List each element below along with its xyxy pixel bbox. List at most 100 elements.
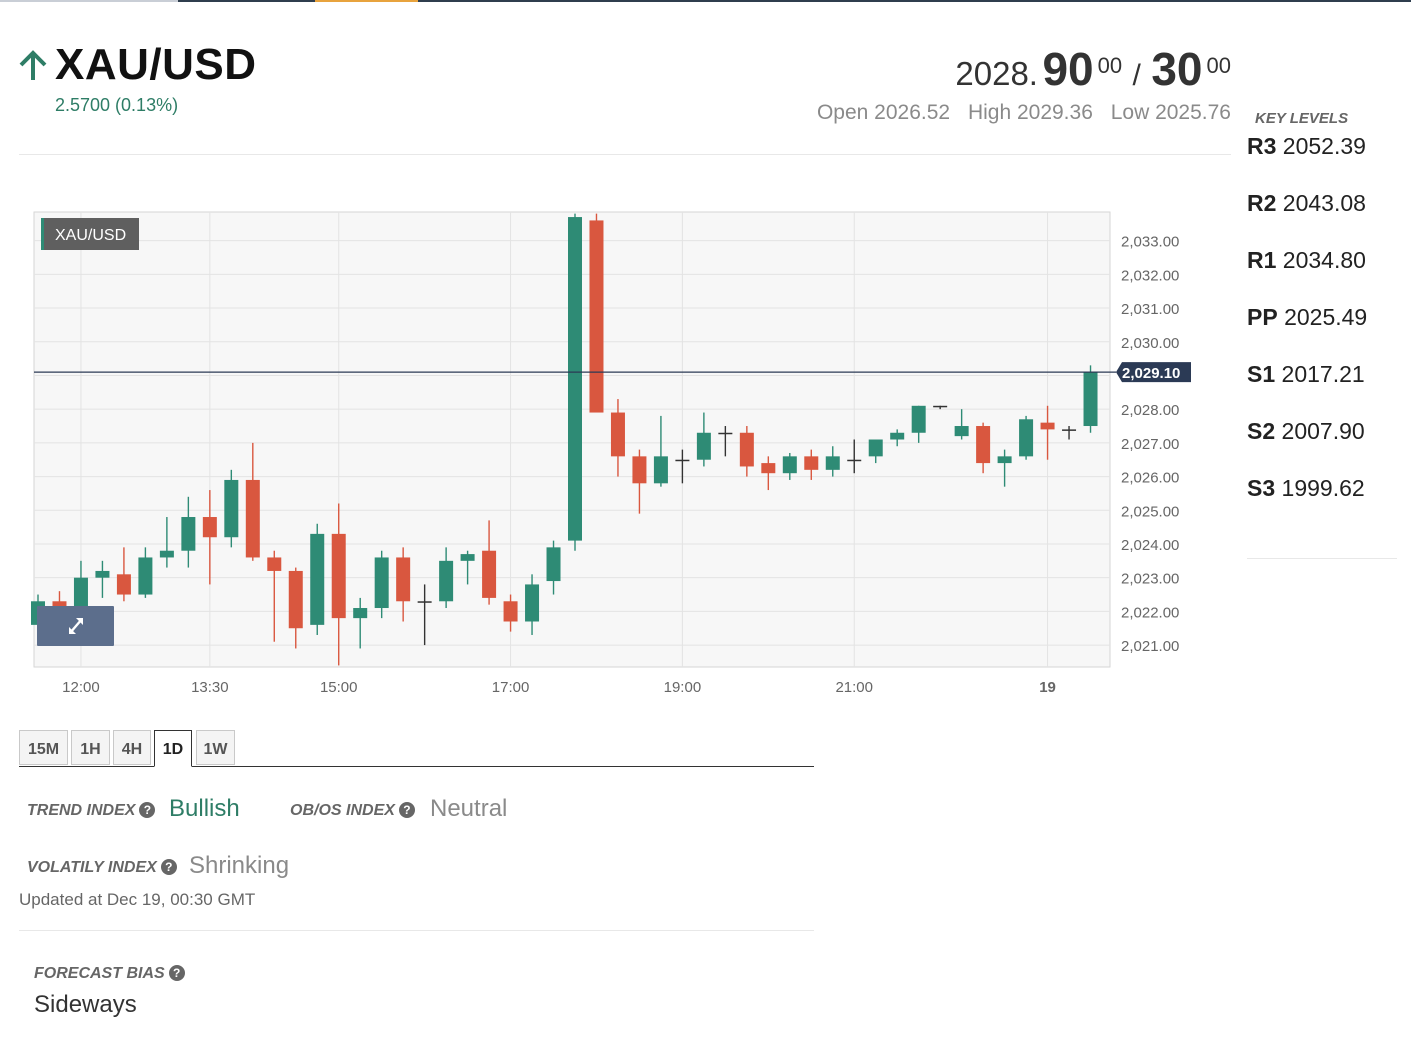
candle-body <box>310 533 325 625</box>
timeframe-tabs: 15M 1H 4H 1D 1W <box>19 730 814 767</box>
y-tick-label: 2,022.00 <box>1121 604 1179 621</box>
candle-body <box>782 456 797 474</box>
chart-grid: 2,021.00 2,022.00 2,023.00 2,024.00 2,025.00… <box>33 211 1179 696</box>
candle-body <box>546 547 561 582</box>
candle-body <box>159 550 174 558</box>
candle-body <box>954 426 969 437</box>
instrument-symbol: XAU/USD <box>55 40 257 89</box>
key-level-r2: R2 2043.08 <box>1247 190 1397 247</box>
candle-body <box>245 479 260 558</box>
key-level-name: S2 <box>1247 418 1276 444</box>
tab-4h[interactable]: 4H <box>113 730 151 765</box>
candle-body <box>267 557 282 571</box>
bid-pips: 90 <box>1042 43 1094 95</box>
x-tick-label: 12:00 <box>62 679 100 696</box>
series-badge <box>41 218 139 250</box>
tab-1w[interactable]: 1W <box>196 730 235 765</box>
candle-body <box>396 557 411 602</box>
tab-1h[interactable]: 1H <box>71 730 110 765</box>
candle-body <box>374 557 389 609</box>
top-nav-segment <box>0 0 178 2</box>
price-change: 2.5700 (0.13%) <box>55 95 179 115</box>
key-level-r3: R3 2052.39 <box>1247 133 1397 190</box>
help-circle-icon[interactable]: ? <box>398 802 415 818</box>
candle-body <box>439 560 454 602</box>
tab-1d[interactable]: 1D <box>154 730 192 767</box>
key-level-value: 2043.08 <box>1282 190 1366 216</box>
candle-body <box>202 517 217 538</box>
candle-body <box>224 479 239 538</box>
y-tick-label: 2,028.00 <box>1121 402 1179 419</box>
candle-body <box>933 405 948 408</box>
key-level-value: 2017.21 <box>1281 361 1365 387</box>
help-circle-icon[interactable]: ? <box>168 965 185 981</box>
candle-body <box>1019 419 1034 457</box>
volatility-index-value: Shrinking <box>189 852 290 879</box>
x-tick-label: 21:00 <box>835 679 873 696</box>
candle-body <box>997 456 1012 464</box>
key-level-s1: S1 2017.21 <box>1247 361 1397 418</box>
x-tick-label: 15:00 <box>320 679 358 696</box>
candle-body <box>73 577 88 609</box>
key-level-pp: PP 2025.49 <box>1247 304 1397 361</box>
candle-body <box>696 432 711 460</box>
help-circle-icon[interactable]: ? <box>139 802 156 818</box>
candle-body <box>675 459 690 462</box>
y-tick-label: 2,032.00 <box>1121 267 1179 284</box>
candle-body <box>718 432 733 435</box>
obos-index-label-text: OB/OS INDEX <box>290 802 395 819</box>
current-price-tag <box>1116 362 1191 383</box>
price-chart[interactable]: 2,021.00 2,022.00 2,023.00 2,024.00 2,025.00… <box>0 200 1220 710</box>
candle-body <box>739 432 754 467</box>
top-nav-active-indicator <box>315 0 418 2</box>
trend-index-value: Bullish <box>169 795 240 822</box>
arrow-up-icon <box>19 50 47 80</box>
key-level-r1: R1 2034.80 <box>1247 247 1397 304</box>
candle-body <box>525 584 540 622</box>
y-tick-label: 2,033.00 <box>1121 234 1179 251</box>
candle-body <box>353 608 368 619</box>
expand-chart-button[interactable] <box>37 606 114 646</box>
help-circle-icon[interactable]: ? <box>160 859 177 875</box>
trend-index-label-text: TREND INDEX <box>27 802 136 819</box>
ask-fraction: 00 <box>1206 53 1231 78</box>
candle-body <box>589 220 604 413</box>
y-tick-label: 2,025.00 <box>1121 503 1179 520</box>
forecast-bias-value: Sideways <box>34 991 137 1018</box>
key-levels-title: KEY LEVELS <box>1255 110 1349 127</box>
y-tick-label: 2,024.00 <box>1121 537 1179 554</box>
y-tick-label: 2,021.00 <box>1121 638 1179 655</box>
candle-body <box>804 456 819 470</box>
forecast-divider <box>19 930 814 931</box>
low-price: Low 2025.76 <box>1110 101 1231 124</box>
candle-body <box>181 517 196 551</box>
series-badge-accent <box>41 218 44 250</box>
key-level-name: R2 <box>1247 190 1277 216</box>
obos-index-value: Neutral <box>430 795 508 822</box>
key-level-value: 2007.90 <box>1281 418 1365 444</box>
y-tick-label: 2,026.00 <box>1121 470 1179 487</box>
bid-prefix: 2028. <box>955 55 1038 92</box>
y-tick-label: 2,031.00 <box>1121 301 1179 318</box>
candle-body <box>288 570 303 629</box>
trend-index-label: TREND INDEX? <box>27 802 156 820</box>
bid-ask-separator: / <box>1132 59 1141 92</box>
obos-index-label: OB/OS INDEX? <box>290 802 415 820</box>
top-nav-bar <box>0 0 1411 2</box>
volatility-index-label-text: VOLATILY INDEX <box>27 859 157 876</box>
updated-timestamp: Updated at Dec 19, 00:30 GMT <box>19 890 256 909</box>
candle-body <box>847 459 862 462</box>
tab-15m[interactable]: 15M <box>19 730 68 765</box>
key-level-name: S3 <box>1247 475 1276 501</box>
ask-pips: 30 <box>1151 43 1203 95</box>
forecast-bias-label: FORECAST BIAS? <box>34 965 185 983</box>
candle-body <box>976 426 991 464</box>
key-level-s3: S3 1999.62 <box>1247 475 1397 532</box>
header-divider <box>19 154 1231 155</box>
forecast-bias-label-text: FORECAST BIAS <box>34 965 165 982</box>
candle-body <box>610 412 625 457</box>
series-badge-label: XAU/USD <box>55 227 126 244</box>
candle-body <box>1062 429 1077 431</box>
candle-body <box>653 456 668 484</box>
y-tick-label: 2,027.00 <box>1121 436 1179 453</box>
